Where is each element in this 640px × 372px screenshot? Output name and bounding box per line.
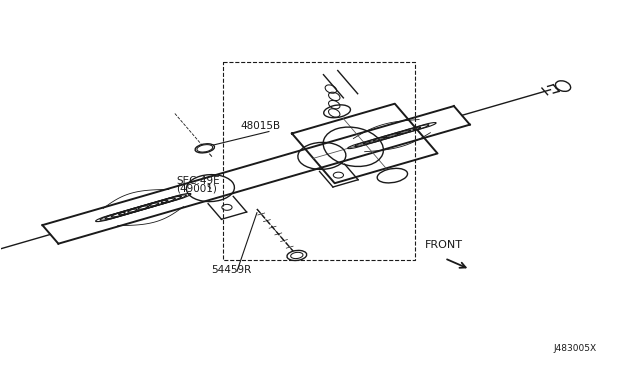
Ellipse shape — [556, 81, 571, 92]
Text: 48015B: 48015B — [240, 121, 280, 131]
Text: J483005X: J483005X — [553, 344, 596, 353]
Text: SEC.49E: SEC.49E — [176, 176, 220, 186]
Ellipse shape — [195, 144, 214, 153]
Text: FRONT: FRONT — [426, 240, 463, 250]
Text: 54459R: 54459R — [211, 265, 252, 275]
Ellipse shape — [324, 105, 351, 118]
Ellipse shape — [197, 145, 212, 152]
Ellipse shape — [377, 169, 408, 183]
Ellipse shape — [287, 250, 307, 260]
Ellipse shape — [291, 252, 303, 259]
Text: (49001): (49001) — [176, 183, 217, 193]
